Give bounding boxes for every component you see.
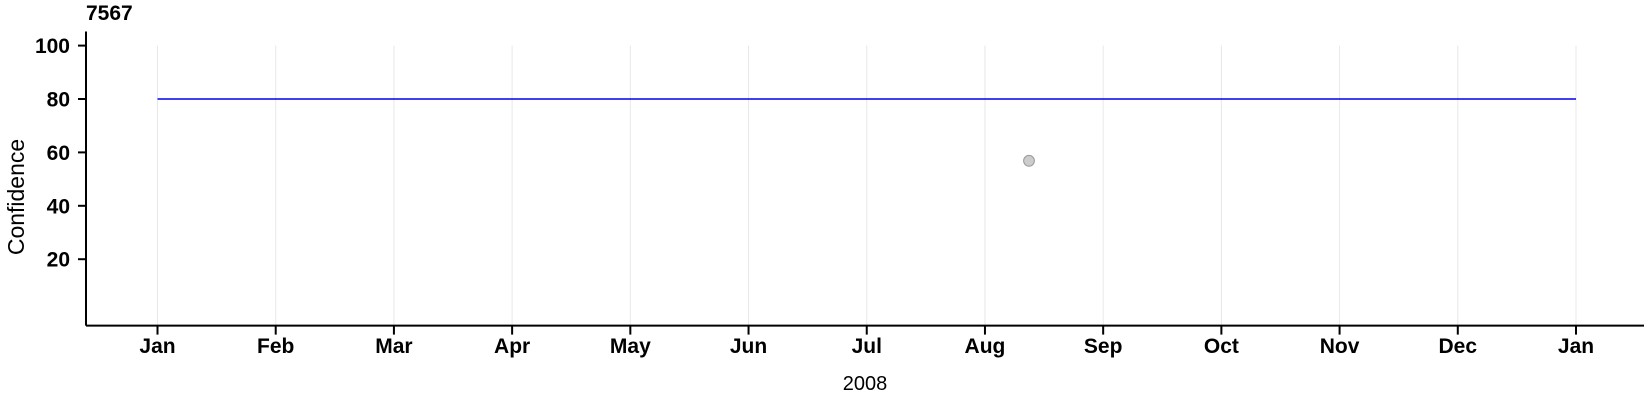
svg-text:Sep: Sep — [1084, 335, 1123, 358]
svg-text:Apr: Apr — [494, 335, 530, 358]
svg-text:Oct: Oct — [1204, 335, 1239, 358]
svg-text:Jan: Jan — [1558, 335, 1594, 358]
svg-text:Mar: Mar — [375, 335, 412, 358]
svg-text:Nov: Nov — [1320, 335, 1360, 358]
svg-text:7567: 7567 — [86, 2, 133, 25]
svg-text:100: 100 — [35, 35, 70, 58]
svg-text:Dec: Dec — [1439, 335, 1478, 358]
svg-text:Jan: Jan — [139, 335, 175, 358]
svg-text:80: 80 — [47, 89, 70, 112]
svg-text:40: 40 — [47, 195, 70, 218]
svg-text:Jul: Jul — [852, 335, 882, 358]
svg-text:60: 60 — [47, 142, 70, 165]
svg-text:20: 20 — [47, 249, 70, 272]
svg-text:Jun: Jun — [730, 335, 767, 358]
svg-text:Aug: Aug — [965, 335, 1006, 358]
svg-text:2008: 2008 — [843, 373, 888, 395]
svg-text:May: May — [610, 335, 651, 358]
svg-text:Feb: Feb — [257, 335, 294, 358]
svg-text:Confidence: Confidence — [3, 139, 29, 255]
